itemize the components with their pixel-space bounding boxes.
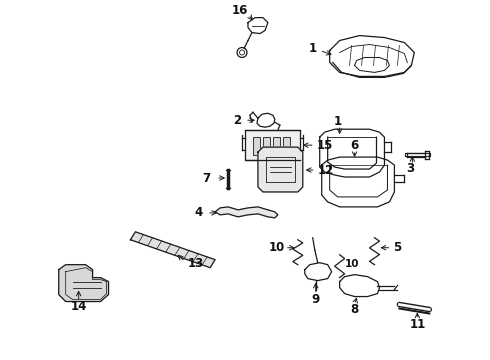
Text: 2: 2 [233,114,241,127]
Text: 1: 1 [309,42,317,55]
Polygon shape [130,232,215,268]
Text: 10: 10 [269,241,285,254]
Text: 4: 4 [194,206,202,219]
Text: 13: 13 [187,257,203,270]
Text: 3: 3 [406,162,415,175]
Text: 16: 16 [232,4,248,17]
Text: 12: 12 [318,163,334,176]
FancyBboxPatch shape [283,137,290,155]
Text: 9: 9 [312,293,320,306]
Polygon shape [59,265,108,302]
Text: 8: 8 [350,303,359,316]
Text: 10: 10 [344,259,359,269]
Polygon shape [258,147,303,192]
Text: 1: 1 [334,115,342,128]
Text: 6: 6 [350,139,359,152]
FancyBboxPatch shape [253,137,260,155]
Polygon shape [215,207,278,218]
FancyBboxPatch shape [273,137,280,155]
Text: 14: 14 [71,300,87,313]
Text: 5: 5 [393,241,402,254]
Text: 11: 11 [409,318,425,331]
FancyBboxPatch shape [263,137,270,155]
FancyBboxPatch shape [245,130,300,160]
Text: 7: 7 [202,171,210,185]
Text: 15: 15 [317,139,333,152]
